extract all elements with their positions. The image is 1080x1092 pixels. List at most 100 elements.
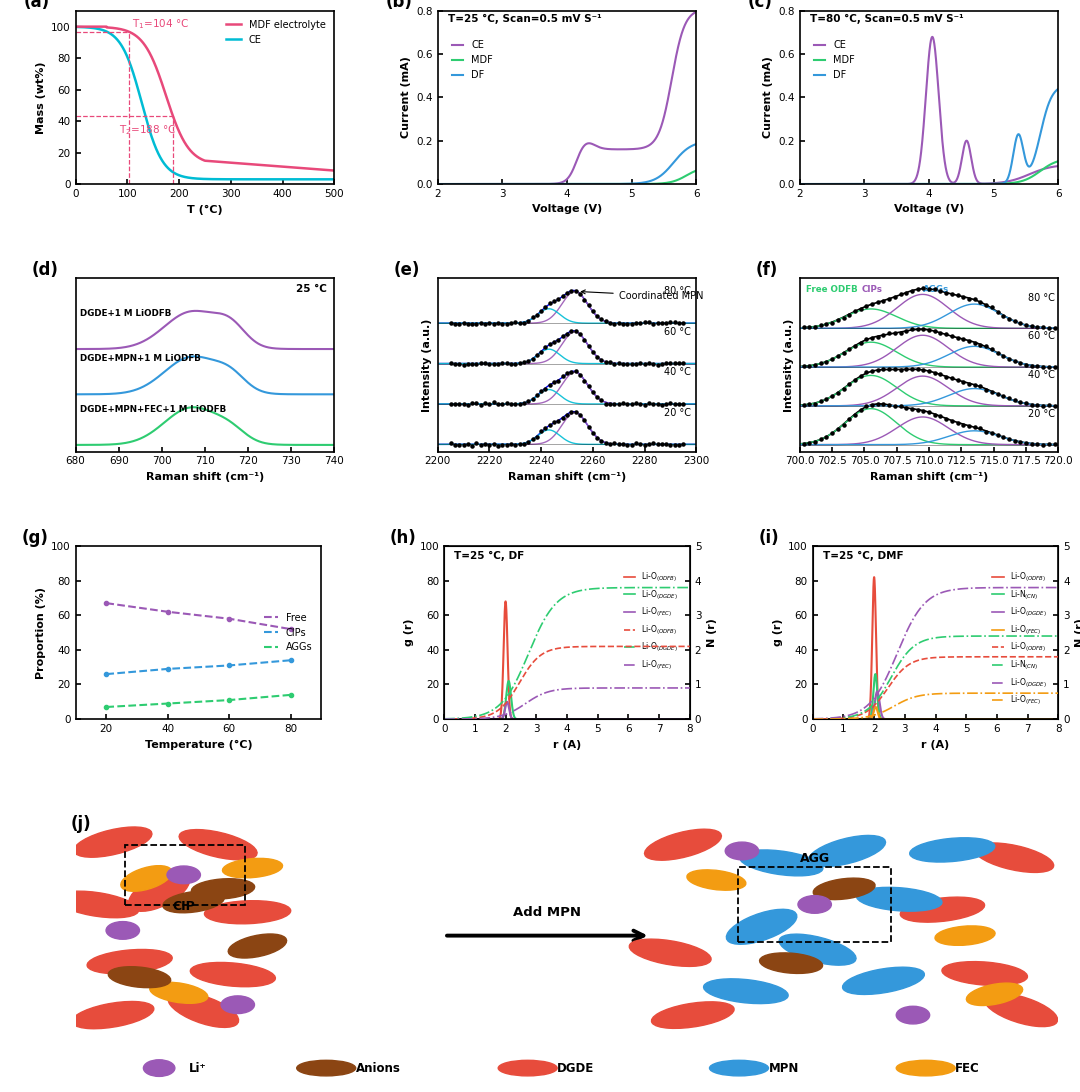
Point: [909, 321, 927, 339]
Point: [835, 380, 852, 397]
Point: [875, 360, 892, 378]
Point: [632, 314, 649, 332]
Point: [800, 357, 818, 375]
Text: (g): (g): [22, 529, 49, 546]
Point: [476, 355, 494, 372]
Point: [576, 412, 593, 429]
Point: [829, 347, 847, 365]
Point: [515, 435, 532, 452]
Point: [915, 361, 932, 379]
Point: [623, 355, 640, 372]
Text: DGDE+MPN+1 M LiODFB: DGDE+MPN+1 M LiODFB: [80, 355, 201, 364]
X-axis label: Raman shift (cm⁻¹): Raman shift (cm⁻¹): [146, 472, 264, 482]
Point: [459, 396, 476, 414]
Point: [662, 394, 679, 412]
Text: T=25 °C, DF: T=25 °C, DF: [454, 551, 524, 561]
Text: 80 °C: 80 °C: [1028, 293, 1054, 302]
Point: [920, 280, 937, 297]
Point: [615, 314, 632, 332]
Text: 20 °C: 20 °C: [664, 407, 691, 417]
X-axis label: T (°C): T (°C): [187, 204, 222, 214]
Circle shape: [726, 842, 758, 859]
Point: [960, 417, 977, 435]
Ellipse shape: [727, 910, 797, 945]
Point: [563, 322, 580, 340]
Point: [528, 306, 545, 323]
Point: [840, 306, 858, 323]
Point: [1045, 397, 1063, 415]
Circle shape: [167, 866, 201, 883]
Point: [1000, 349, 1017, 367]
Point: [459, 355, 476, 372]
Text: Free ODFB: Free ODFB: [807, 285, 858, 295]
Point: [937, 410, 955, 427]
Point: [532, 382, 550, 400]
Ellipse shape: [901, 898, 985, 922]
Point: [835, 344, 852, 361]
Ellipse shape: [740, 850, 823, 876]
Ellipse shape: [222, 858, 283, 878]
Point: [675, 436, 692, 453]
Y-axis label: g (r): g (r): [404, 619, 414, 646]
Ellipse shape: [87, 949, 172, 974]
Point: [852, 367, 869, 384]
Ellipse shape: [179, 830, 257, 859]
Point: [472, 355, 489, 372]
Point: [468, 355, 485, 372]
Point: [537, 419, 554, 437]
Point: [1035, 437, 1052, 454]
Text: (b): (b): [386, 0, 413, 11]
Point: [623, 436, 640, 453]
Point: [468, 435, 485, 452]
Point: [875, 327, 892, 344]
Point: [666, 395, 684, 413]
Point: [602, 395, 619, 413]
Point: [1017, 317, 1035, 334]
Point: [671, 436, 688, 453]
Point: [666, 354, 684, 371]
Point: [852, 401, 869, 418]
Point: [498, 314, 515, 332]
Ellipse shape: [56, 891, 138, 917]
Text: T=25 °C, DMF: T=25 °C, DMF: [823, 551, 903, 561]
Point: [602, 314, 619, 332]
Point: [1000, 430, 1017, 448]
Point: [567, 282, 584, 299]
Point: [897, 322, 915, 340]
Y-axis label: N (r): N (r): [707, 618, 717, 646]
Point: [847, 301, 864, 319]
Point: [502, 314, 519, 332]
Point: [459, 435, 476, 452]
Point: [840, 376, 858, 393]
Point: [606, 395, 623, 413]
Point: [863, 330, 880, 347]
Point: [937, 368, 955, 385]
Point: [812, 393, 829, 411]
Point: [869, 294, 887, 311]
Point: [502, 395, 519, 413]
Point: [807, 434, 824, 451]
Point: [463, 437, 481, 454]
Point: [977, 424, 995, 441]
Point: [589, 307, 606, 324]
Point: [932, 283, 949, 300]
Ellipse shape: [687, 870, 746, 890]
Point: [450, 314, 468, 332]
Point: [840, 411, 858, 428]
Point: [450, 355, 468, 372]
Point: [541, 335, 558, 353]
Point: [1012, 355, 1029, 372]
Point: [507, 313, 524, 331]
Point: [1023, 357, 1040, 375]
Point: [1012, 434, 1029, 451]
Point: [627, 394, 645, 412]
Point: [869, 328, 887, 345]
Ellipse shape: [974, 843, 1054, 873]
Point: [645, 314, 662, 332]
Point: [640, 394, 658, 412]
Y-axis label: Intensity (a.u.): Intensity (a.u.): [422, 319, 432, 412]
Point: [983, 299, 1000, 317]
Point: [489, 355, 507, 372]
Point: [966, 376, 983, 393]
Point: [1040, 435, 1057, 452]
